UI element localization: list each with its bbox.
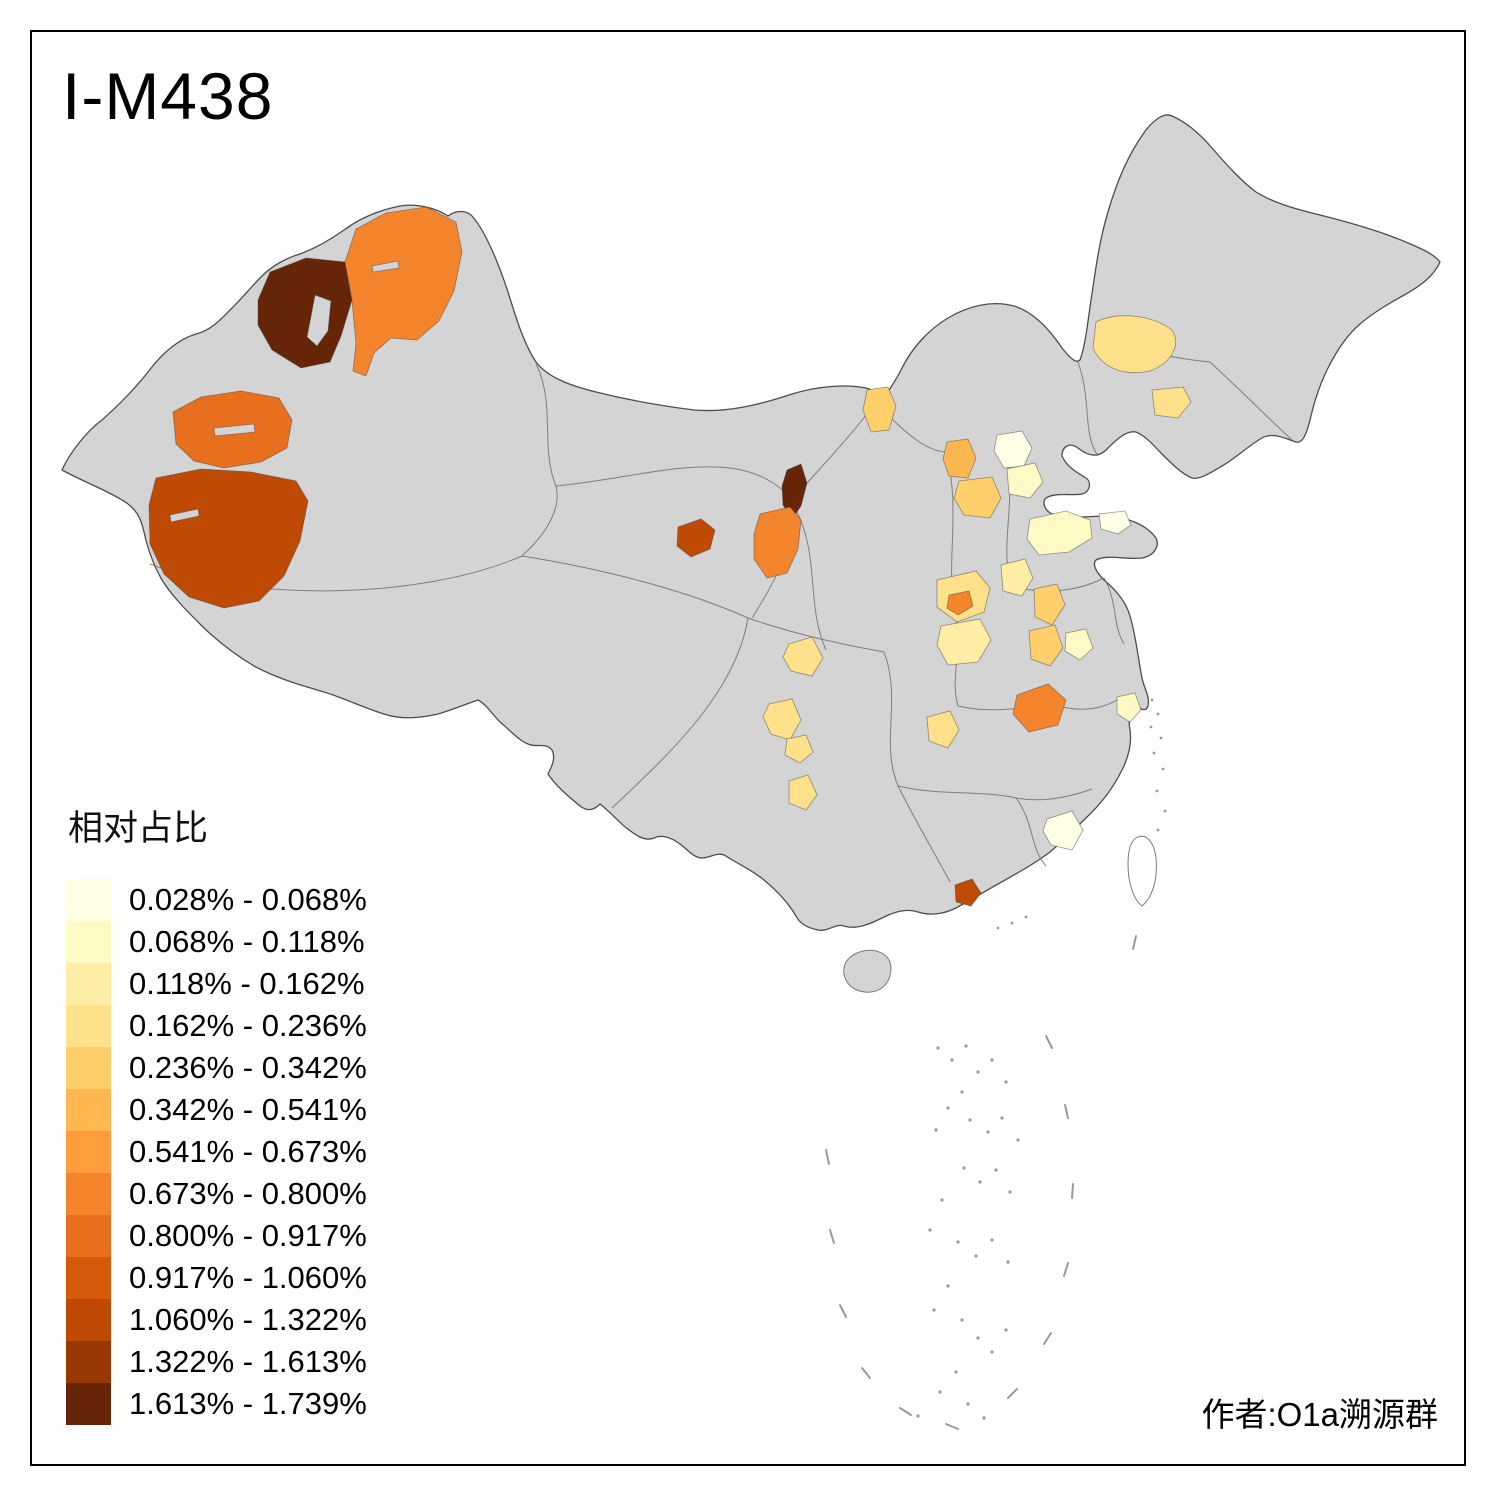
legend-row: 0.028% - 0.068% — [66, 879, 367, 921]
legend-swatch — [66, 963, 111, 1005]
colored-region — [781, 463, 808, 520]
legend-row: 0.342% - 0.541% — [66, 1089, 367, 1131]
legend-label: 0.917% - 1.060% — [129, 1260, 367, 1295]
colored-region — [1064, 628, 1094, 661]
colored-region — [344, 206, 463, 377]
legend-row: 1.613% - 1.739% — [66, 1383, 367, 1425]
taiwan-island — [1127, 835, 1157, 907]
colored-region — [1151, 386, 1192, 419]
legend-label: 0.541% - 0.673% — [129, 1134, 367, 1169]
sea-island-dots — [916, 698, 1167, 1420]
legend-swatch — [66, 1215, 111, 1257]
legend-swatch — [66, 1173, 111, 1215]
sea-dash-line — [825, 935, 1137, 1430]
legend-label: 0.673% - 0.800% — [129, 1176, 367, 1211]
legend-swatch — [66, 1299, 111, 1341]
legend-label: 0.118% - 0.162% — [129, 966, 365, 1001]
colored-region — [172, 390, 293, 469]
colored-region — [1098, 510, 1132, 535]
legend-row: 0.162% - 0.236% — [66, 1005, 367, 1047]
colored-region — [926, 710, 960, 749]
legend-row: 0.541% - 0.673% — [66, 1131, 367, 1173]
legend-label: 1.322% - 1.613% — [129, 1344, 367, 1379]
legend-label: 0.162% - 0.236% — [129, 1008, 367, 1043]
legend-title: 相对占比 — [68, 809, 209, 848]
colored-region — [1042, 810, 1084, 851]
legend-swatch — [66, 879, 111, 921]
author-credit: 作者:O1a溯源群 — [1201, 1396, 1438, 1433]
legend-row: 1.322% - 1.613% — [66, 1341, 367, 1383]
legend-label: 0.028% - 0.068% — [129, 882, 367, 917]
legend-row: 0.800% - 0.917% — [66, 1215, 367, 1257]
legend-label: 1.060% - 1.322% — [129, 1302, 367, 1337]
colored-region — [1116, 692, 1142, 723]
legend-label: 0.800% - 0.917% — [129, 1218, 367, 1253]
colored-region — [862, 386, 897, 433]
legend-items: 0.028% - 0.068% 0.068% - 0.118% 0.118% - 0… — [66, 879, 367, 1425]
colored-region — [1026, 510, 1093, 556]
colored-region — [936, 618, 992, 666]
colored-region — [782, 636, 824, 677]
legend-swatch — [66, 1131, 111, 1173]
legend: 相对占比 0.028% - 0.068% 0.068% - 0.118% 0.118… — [66, 800, 367, 1425]
legend-row: 0.673% - 0.800% — [66, 1173, 367, 1215]
legend-label: 0.236% - 0.342% — [129, 1050, 367, 1085]
legend-swatch — [66, 1005, 111, 1047]
legend-label: 1.613% - 1.739% — [129, 1386, 367, 1421]
legend-row: 1.060% - 1.322% — [66, 1299, 367, 1341]
legend-swatch — [66, 921, 111, 963]
colored-region — [946, 590, 974, 616]
legend-swatch — [66, 1047, 111, 1089]
legend-row: 0.236% - 0.342% — [66, 1047, 367, 1089]
colored-regions — [148, 206, 1192, 907]
legend-label: 0.068% - 0.118% — [129, 924, 365, 959]
legend-row: 0.917% - 1.060% — [66, 1257, 367, 1299]
colored-region — [257, 257, 353, 369]
colored-region — [148, 468, 309, 609]
colored-region — [1006, 462, 1044, 499]
legend-swatch — [66, 1257, 111, 1299]
colored-region — [942, 438, 977, 479]
legend-row: 0.068% - 0.118% — [66, 921, 367, 963]
colored-region — [1092, 315, 1176, 373]
colored-region — [1033, 583, 1066, 626]
colored-region — [954, 878, 982, 907]
legend-label: 0.342% - 0.541% — [129, 1092, 367, 1127]
legend-swatch — [66, 1383, 111, 1425]
hainan-island — [843, 949, 892, 993]
colored-region — [1012, 683, 1067, 733]
colored-region — [1000, 558, 1034, 597]
legend-row: 0.118% - 0.162% — [66, 963, 367, 1005]
colored-region — [676, 518, 716, 558]
map-title: I-M438 — [62, 59, 274, 133]
colored-region — [753, 506, 802, 579]
colored-region — [784, 734, 814, 764]
colored-region — [1028, 624, 1064, 667]
colored-region — [788, 774, 818, 811]
legend-swatch — [66, 1341, 111, 1383]
colored-region — [953, 476, 1002, 519]
legend-swatch — [66, 1089, 111, 1131]
